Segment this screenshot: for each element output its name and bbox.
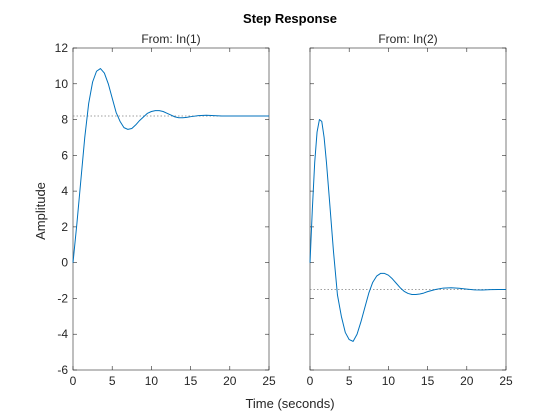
panel-2: From: In(2) 0 5 10 15 20 25 bbox=[307, 32, 513, 388]
y-tick-label: 8 bbox=[61, 113, 68, 127]
response-line bbox=[309, 119, 506, 342]
y-tick-label: 4 bbox=[61, 184, 68, 198]
response-line bbox=[72, 68, 269, 263]
y-tick-label: -2 bbox=[57, 291, 68, 305]
x-tick-label: 10 bbox=[382, 374, 396, 388]
x-tick-label: 5 bbox=[346, 374, 353, 388]
x-tick-label: 0 bbox=[307, 374, 314, 388]
y-tick-label: -6 bbox=[57, 363, 68, 377]
x-tick-label: 25 bbox=[499, 374, 513, 388]
x-tick-label: 20 bbox=[460, 374, 474, 388]
x-tick-label: 10 bbox=[145, 374, 159, 388]
y-tick-label: 2 bbox=[61, 220, 68, 234]
y-tick-label: 12 bbox=[55, 41, 69, 55]
axes-box bbox=[72, 47, 270, 371]
panels-layer: From: In(1)0 5 10 15 20 25-6-4-2024681012From… bbox=[55, 32, 513, 388]
axes-box bbox=[309, 47, 507, 371]
x-tick-label: 15 bbox=[184, 374, 198, 388]
panel-title: From: In(2) bbox=[378, 32, 437, 46]
y-tick-label: 10 bbox=[55, 77, 69, 91]
y-axis-label: Amplitude bbox=[33, 182, 48, 240]
x-tick-label: 0 bbox=[70, 374, 77, 388]
chart-title: Step Response bbox=[243, 11, 337, 26]
x-tick-label: 5 bbox=[109, 374, 116, 388]
panel-1: From: In(1) 0 5 10 15 20 25 -6 -4 -2 0 2 4 6 8 10 12 bbox=[55, 32, 276, 388]
y-tick-label: 6 bbox=[61, 148, 68, 162]
x-axis-label: Time (seconds) bbox=[245, 396, 334, 411]
y-tick-label: -4 bbox=[57, 327, 68, 341]
panel-title: From: In(1) bbox=[141, 32, 200, 46]
x-tick-label: 25 bbox=[262, 374, 276, 388]
y-tick-label: 0 bbox=[61, 256, 68, 270]
x-tick-label: 20 bbox=[223, 374, 237, 388]
x-tick-label: 15 bbox=[421, 374, 435, 388]
